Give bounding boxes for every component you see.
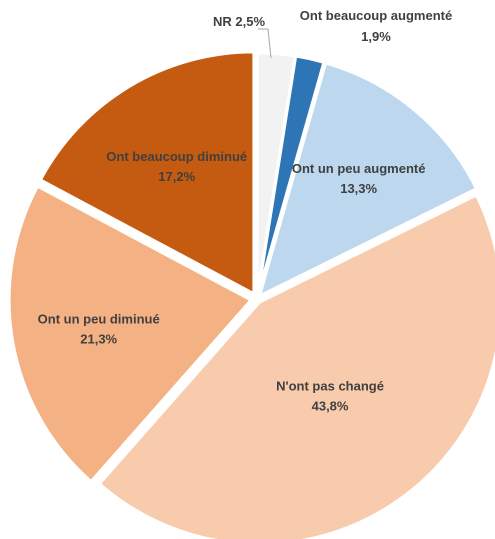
slice-label-ont-un-peu-augmente: Ont un peu augmenté 13,3%	[292, 161, 426, 196]
pie-slice-ont-beaucoup-augmente	[256, 54, 326, 297]
pie-slice-n-ont-pas-change	[97, 193, 495, 539]
pie-slice-ont-un-peu-augmente	[258, 61, 479, 298]
slice-label-ont-beaucoup-augmente: Ont beaucoup augmenté 1,9%	[300, 8, 452, 44]
slice-labels: NR 2,5% Ont beaucoup augmenté 1,9% Ont un p…	[38, 8, 453, 413]
leader-lines	[258, 28, 272, 59]
slice-label-ont-beaucoup-diminue: Ont beaucoup diminué 17,2%	[106, 149, 247, 184]
pie-slice-ont-beaucoup-diminue	[38, 50, 256, 296]
pie-slices	[7, 50, 495, 539]
leader-line-nr	[258, 28, 272, 59]
slice-label-n-ont-pas-change: N'ont pas changé 43,8%	[276, 378, 384, 413]
slice-label-ont-un-peu-diminue: Ont un peu diminué 21,3%	[38, 312, 160, 347]
pie-slice-ont-un-peu-diminue	[7, 184, 253, 484]
slice-label-nr: NR 2,5%	[213, 14, 265, 29]
